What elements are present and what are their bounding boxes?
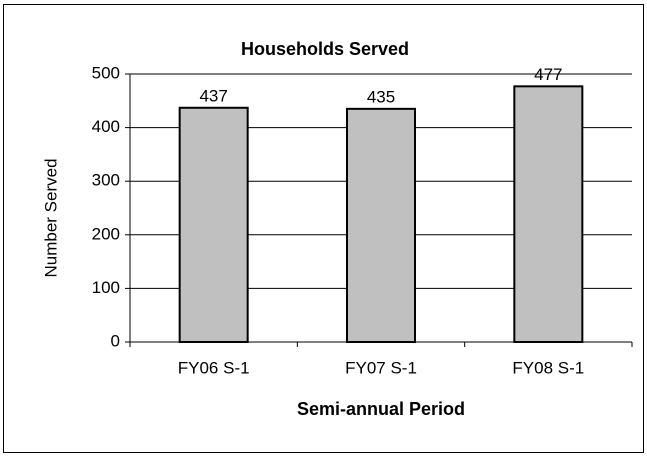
x-tick-label: FY06 S-1 — [178, 358, 250, 377]
chart-title: Households Served — [241, 39, 409, 59]
bar — [178, 106, 249, 343]
y-tick-label: 500 — [92, 63, 120, 82]
y-tick-label: 0 — [111, 331, 120, 350]
y-tick-label: 200 — [92, 224, 120, 243]
y-tick-label: 300 — [92, 171, 120, 190]
x-axis-title: Semi-annual Period — [297, 399, 465, 419]
data-label: 435 — [367, 87, 395, 106]
x-tick-label: FY08 S-1 — [512, 358, 584, 377]
y-axis-title: Number Served — [41, 158, 60, 277]
y-tick-label: 100 — [92, 278, 120, 297]
bar — [346, 107, 416, 343]
data-label: 477 — [534, 65, 562, 84]
x-tick-label: FY07 S-1 — [345, 358, 417, 377]
data-label: 437 — [199, 86, 227, 105]
y-tick-label: 400 — [92, 117, 120, 136]
bar — [513, 85, 584, 343]
